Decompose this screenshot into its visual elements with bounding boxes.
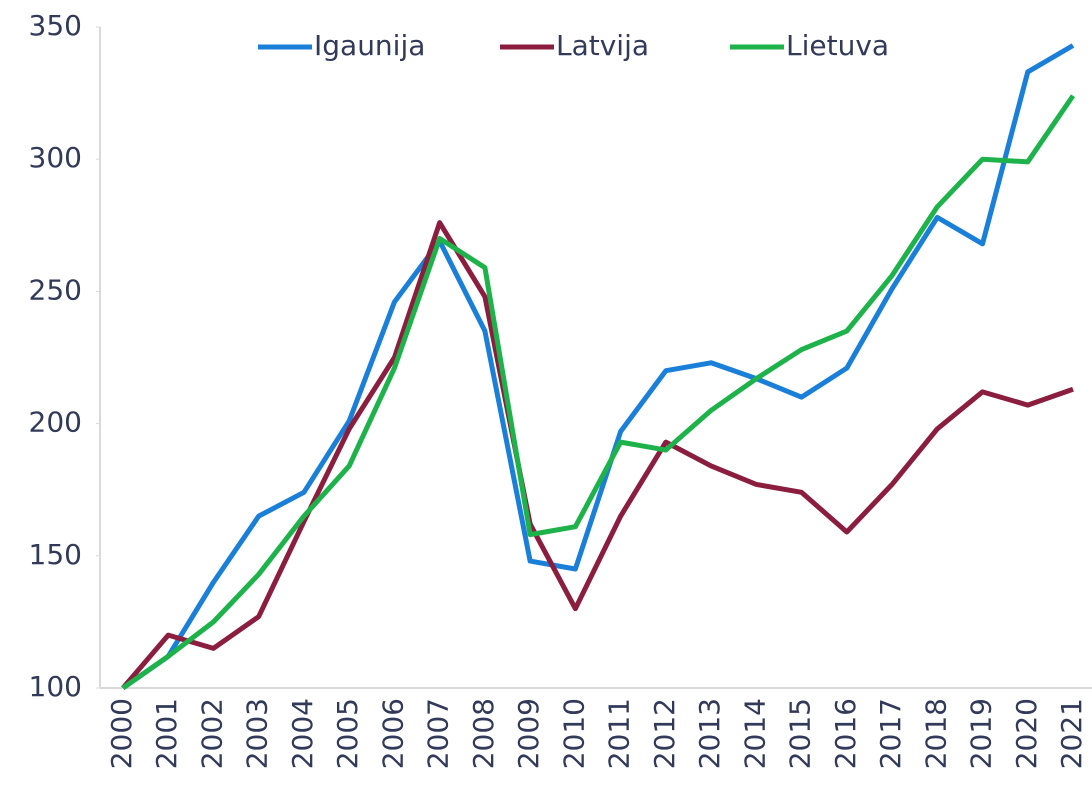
x-tick-label: 2020 [1010, 698, 1043, 769]
legend-label: Latvija [556, 29, 649, 62]
legend-label: Lietuva [786, 29, 889, 62]
x-tick-label: 2013 [693, 698, 726, 769]
y-tick-label: 150 [29, 538, 82, 571]
x-tick-label: 2009 [512, 698, 545, 769]
legend-label: Igaunija [314, 29, 425, 62]
x-tick-label: 2012 [648, 698, 681, 769]
x-tick-label: 2019 [965, 698, 998, 769]
x-tick-label: 2008 [467, 698, 500, 769]
x-tick-label: 2017 [874, 698, 907, 769]
y-tick-label: 250 [29, 273, 82, 306]
x-tick-label: 2021 [1055, 698, 1088, 769]
x-tick-label: 2006 [376, 698, 409, 769]
x-tick-label: 2015 [784, 698, 817, 769]
x-tick-label: 2010 [557, 698, 590, 769]
x-tick-label: 2004 [286, 698, 319, 769]
x-tick-label: 2007 [422, 698, 455, 769]
x-tick-label: 2018 [919, 698, 952, 769]
series-line [121, 43, 1075, 691]
y-tick-label: 100 [29, 670, 82, 703]
series-line [121, 220, 1074, 690]
y-tick-label: 200 [29, 406, 82, 439]
x-tick-label: 2002 [195, 698, 228, 769]
x-tick-label: 2011 [603, 698, 636, 769]
x-tick-label: 2001 [150, 698, 183, 769]
x-tick-label: 2016 [829, 698, 862, 769]
y-tick-label: 300 [29, 141, 82, 174]
x-tick-label: 2003 [241, 698, 274, 769]
y-tick-label: 350 [29, 9, 82, 42]
x-tick-label: 2000 [105, 698, 138, 769]
x-tick-label: 2005 [331, 698, 364, 769]
series-line [121, 94, 1076, 691]
x-tick-label: 2014 [738, 698, 771, 769]
